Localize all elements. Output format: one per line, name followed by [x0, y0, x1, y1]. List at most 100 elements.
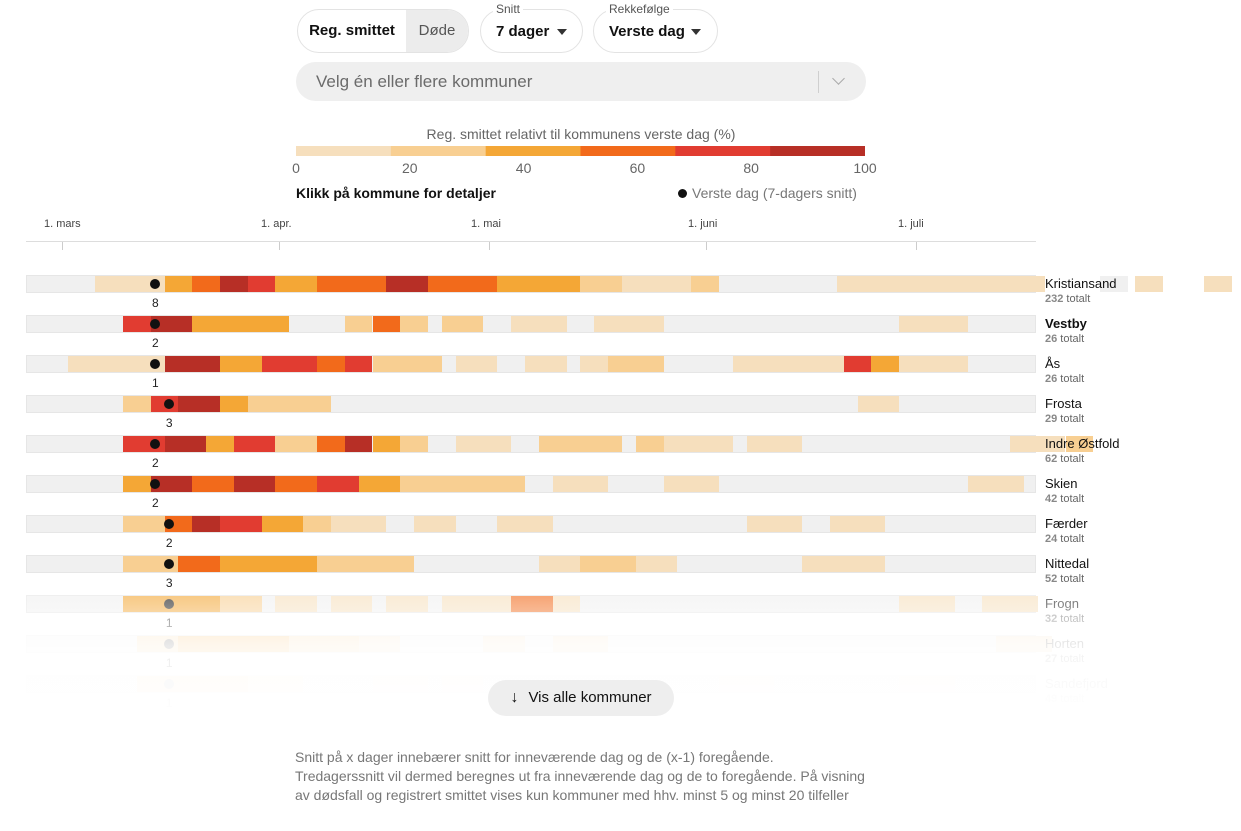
heat-cell	[843, 356, 872, 372]
legend-color-scale	[296, 146, 865, 156]
heat-cell	[580, 556, 636, 572]
legend-swatch	[770, 146, 865, 156]
metric-option-deaths[interactable]: Døde	[406, 10, 468, 52]
heat-cell	[455, 476, 525, 492]
peak-value: 2	[151, 496, 159, 510]
heat-cell	[261, 356, 318, 372]
metric-option-infected[interactable]: Reg. smittet	[309, 22, 395, 39]
peak-value: 2	[165, 536, 173, 550]
heat-cell	[836, 276, 934, 292]
heat-cell	[968, 476, 1024, 492]
heat-cell	[372, 356, 442, 372]
heat-cell	[441, 316, 484, 332]
total-suffix: totalt	[1057, 453, 1085, 465]
municipality-name[interactable]: Kristiansand	[1045, 276, 1117, 291]
heat-cell	[358, 476, 401, 492]
heat-cell	[372, 316, 401, 332]
heat-cell	[67, 356, 165, 372]
heat-cell	[1134, 276, 1163, 292]
heat-cell	[317, 476, 359, 492]
total-suffix: totalt	[1057, 373, 1085, 385]
heat-cell	[1204, 276, 1232, 292]
heat-cell	[635, 556, 678, 572]
arrow-down-icon: ↓	[510, 689, 519, 706]
heat-cell	[220, 276, 248, 292]
time-axis	[26, 241, 1036, 242]
select-divider	[818, 71, 819, 93]
municipality-total: 232	[1045, 293, 1064, 305]
legend-tick: 20	[402, 160, 418, 176]
heat-cell	[247, 276, 276, 292]
heat-cell	[1100, 276, 1128, 292]
peak-dot	[164, 519, 175, 529]
municipality-name[interactable]: Ås	[1045, 356, 1061, 371]
peak-value: 3	[165, 416, 173, 430]
heat-cell	[275, 276, 318, 292]
peak-dot	[150, 319, 161, 329]
legend-swatch	[296, 146, 392, 156]
average-value: 7 dager	[496, 23, 550, 40]
peak-key: Verste dag (7-dagers snitt)	[678, 185, 857, 201]
heat-cell	[857, 396, 900, 412]
peak-value: 8	[151, 296, 159, 310]
peak-dot	[150, 479, 161, 489]
footnote: Snitt på x dager innebærer snitt for inn…	[295, 749, 865, 803]
average-dropdown[interactable]: Snitt 7 dager	[480, 2, 583, 53]
municipality-total: 24	[1045, 533, 1058, 545]
municipality-name[interactable]: Vestby	[1045, 316, 1087, 331]
municipality-total-line: 29 totalt	[1045, 413, 1084, 425]
heat-cell	[663, 476, 719, 492]
heat-cell	[123, 516, 165, 532]
total-suffix: totalt	[1063, 293, 1091, 305]
heat-cell	[760, 276, 844, 292]
peak-dot	[150, 359, 161, 369]
order-dropdown[interactable]: Rekkefølge Verste dag	[593, 2, 718, 53]
order-caption: Rekkefølge	[606, 2, 673, 16]
metric-toggle: Reg. smittet Døde	[297, 9, 469, 53]
municipality-total: 29	[1045, 413, 1058, 425]
heat-cell	[275, 436, 318, 452]
municipality-name[interactable]: Nittedal	[1045, 556, 1090, 571]
heat-cell	[330, 516, 387, 532]
heat-cell	[414, 516, 456, 532]
peak-key-label: Verste dag (7-dagers snitt)	[692, 185, 857, 201]
legend-tick: 60	[629, 160, 646, 176]
legend-tick: 100	[853, 160, 877, 176]
heat-cell	[150, 476, 193, 492]
heat-cell	[635, 436, 664, 452]
heat-cell	[1010, 436, 1066, 452]
municipality-name[interactable]: Færder	[1045, 516, 1088, 531]
municipality-select[interactable]: Velg én eller flere kommuner	[296, 62, 866, 101]
legend-swatch	[485, 146, 581, 156]
municipality-total-line: 26 totalt	[1045, 373, 1084, 385]
heat-cell	[746, 516, 803, 532]
legend-tick: 0	[292, 160, 300, 176]
municipality-name[interactable]: Indre Østfold	[1045, 436, 1120, 451]
municipality-total-line: 26 totalt	[1045, 333, 1084, 345]
municipality-name[interactable]: Frosta	[1045, 396, 1082, 411]
heat-cell	[178, 556, 221, 572]
heat-cell	[247, 316, 290, 332]
municipality-total-line: 62 totalt	[1045, 453, 1084, 465]
heat-cell	[386, 276, 428, 292]
municipality-total: 62	[1045, 453, 1058, 465]
heat-cell	[123, 316, 151, 332]
total-suffix: totalt	[1057, 333, 1085, 345]
heat-cell	[344, 356, 373, 372]
average-caption: Snitt	[493, 2, 524, 16]
legend-tick: 40	[515, 160, 532, 176]
heat-cell	[580, 356, 609, 372]
month-tick	[916, 242, 917, 250]
peak-dot	[164, 559, 175, 569]
heat-cell	[220, 396, 248, 412]
caret-down-icon	[557, 29, 567, 35]
chevron-down-icon[interactable]	[832, 72, 845, 85]
heat-cell	[317, 276, 387, 292]
heat-cell	[233, 476, 276, 492]
municipality-total: 42	[1045, 493, 1058, 505]
legend-swatch	[580, 146, 676, 156]
heat-cell	[594, 316, 664, 332]
municipality-name[interactable]: Skien	[1045, 476, 1078, 491]
heat-cell	[746, 436, 803, 452]
show-all-button[interactable]: ↓ Vis alle kommuner	[488, 680, 674, 716]
